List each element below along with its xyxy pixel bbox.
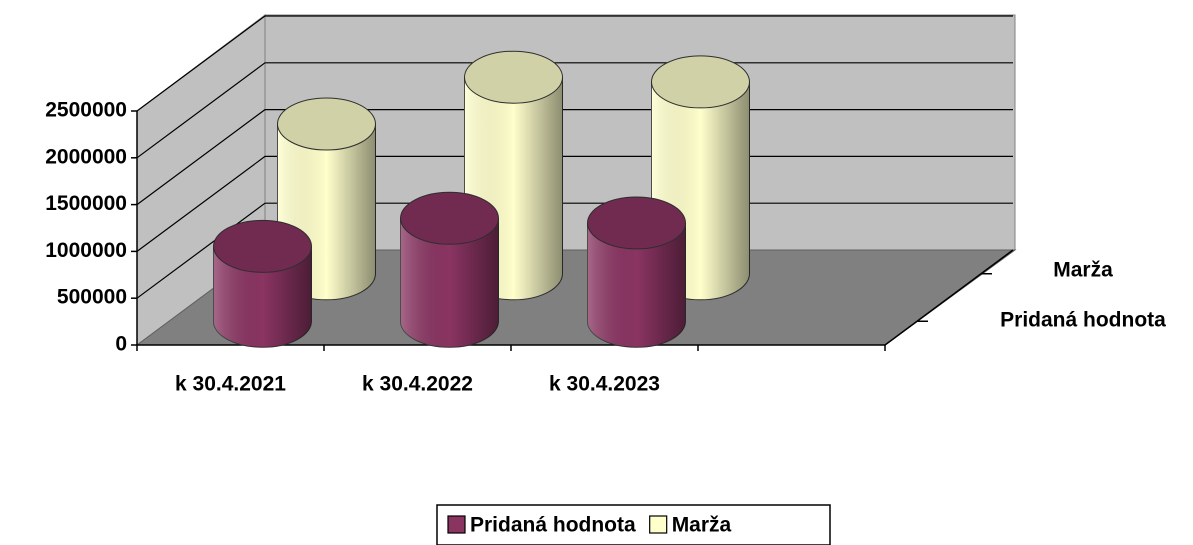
cylinder-top-shade	[400, 192, 499, 245]
legend-label: Pridaná hodnota	[470, 514, 636, 537]
grid-line	[136, 155, 1013, 252]
legend-swatch	[649, 515, 668, 534]
legend-box	[436, 504, 831, 545]
grid-line	[136, 108, 1013, 206]
y-tick-label: 1500000	[45, 192, 127, 215]
cylinder-top-shade	[464, 51, 563, 104]
cylinder-top-shade	[651, 55, 750, 108]
cylinder-shade	[213, 246, 312, 348]
plot-walls	[135, 14, 1017, 346]
cylinder	[400, 191, 499, 348]
y-tick-label: 1000000	[45, 239, 127, 262]
cylinder-shade	[400, 218, 499, 348]
cylinder-top-shade	[213, 220, 312, 273]
cylinder	[587, 196, 686, 348]
cylinder-top-shade	[587, 196, 686, 249]
legend-label: Marža	[672, 514, 732, 537]
cylinder	[213, 219, 312, 348]
x-tick-label: k 30.4.2022	[362, 373, 473, 396]
cylinder-top	[651, 55, 750, 109]
y-tick-label: 2000000	[45, 145, 127, 168]
x-tick-label: k 30.4.2023	[549, 373, 660, 396]
cylinder-top	[400, 191, 499, 245]
y-tick-label: 500000	[57, 286, 127, 309]
grid-line	[136, 202, 1013, 299]
cylinder-top-shade	[277, 97, 376, 150]
y-tick-label: 2500000	[45, 99, 127, 122]
grid-line	[136, 15, 1013, 112]
cylinder-shade	[587, 222, 686, 348]
depth-axis	[884, 249, 1014, 346]
y-tick-label: 0	[115, 333, 127, 356]
cylinder-top	[464, 50, 563, 104]
cylinder-top	[277, 97, 376, 151]
depth-label: Pridaná hodnota	[1000, 309, 1166, 332]
cylinder-top	[587, 196, 686, 250]
grid-line	[136, 62, 1013, 159]
cylinder-top	[213, 219, 312, 273]
legend-swatch	[447, 515, 466, 534]
depth-label: Marža	[1053, 259, 1113, 282]
x-tick-label: k 30.4.2021	[175, 373, 286, 396]
